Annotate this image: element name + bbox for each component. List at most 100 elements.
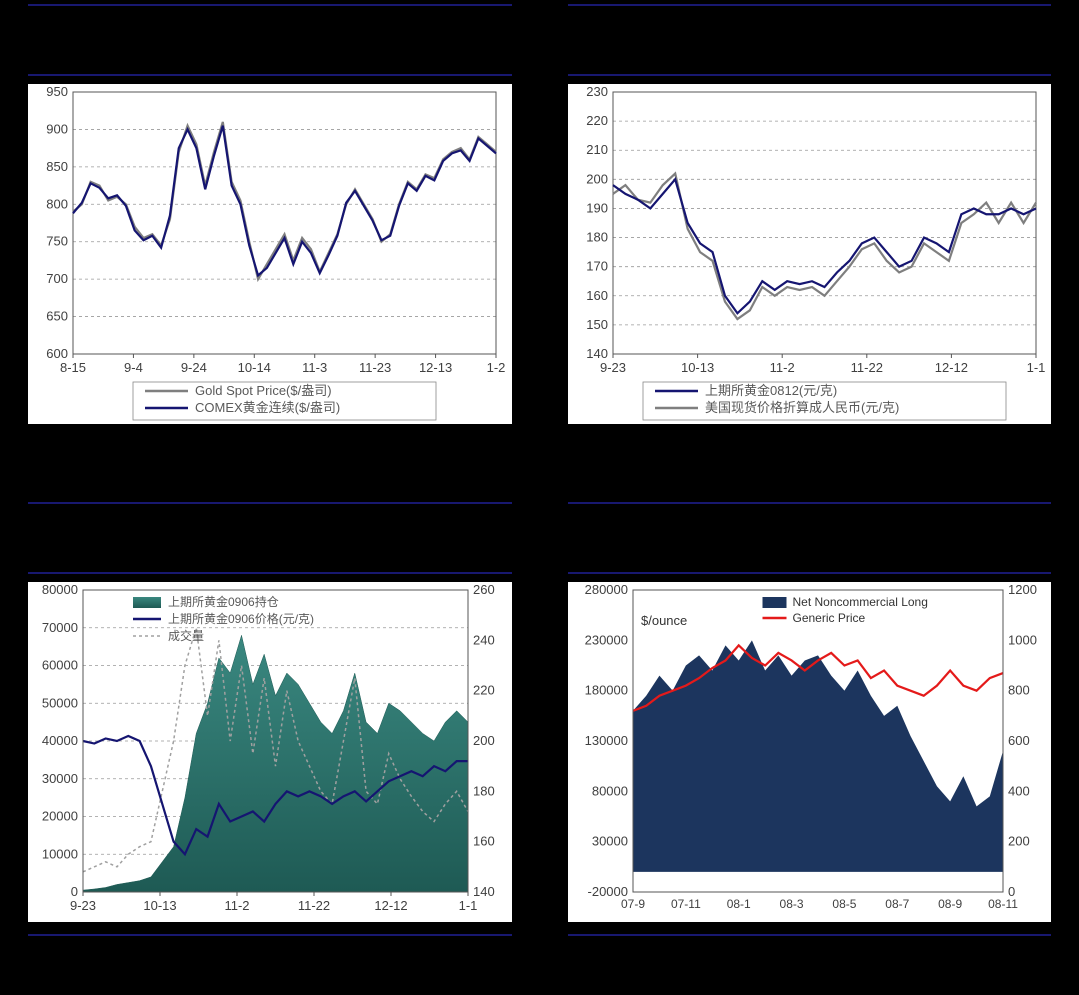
svg-text:08-7: 08-7 xyxy=(885,897,909,911)
svg-text:750: 750 xyxy=(46,234,68,249)
divider xyxy=(28,4,512,6)
svg-text:60000: 60000 xyxy=(42,657,78,672)
svg-text:08-9: 08-9 xyxy=(938,897,962,911)
chart-shfe-vs-usd: 1401501601701801902002102202309-2310-131… xyxy=(568,84,1052,424)
chart-grid: 600 650 700 750 800 850 900 950 8-15 9-4 9-24 10-14… xyxy=(0,0,1079,995)
svg-text:80000: 80000 xyxy=(591,783,627,798)
title-area xyxy=(548,10,1072,70)
svg-text:1000: 1000 xyxy=(1008,632,1037,647)
svg-text:130000: 130000 xyxy=(584,733,627,748)
chart-cftc-positions: -200003000080000130000180000230000280000… xyxy=(568,582,1052,922)
svg-text:200: 200 xyxy=(1008,833,1030,848)
svg-text:850: 850 xyxy=(46,159,68,174)
svg-text:08-3: 08-3 xyxy=(779,897,803,911)
svg-text:140: 140 xyxy=(586,346,608,361)
svg-text:美国现货价格折算成人民币(元/克): 美国现货价格折算成人民币(元/克) xyxy=(705,400,899,415)
svg-text:$/ounce: $/ounce xyxy=(641,613,687,628)
divider xyxy=(568,502,1052,504)
title-area xyxy=(8,508,532,568)
svg-text:08-11: 08-11 xyxy=(988,897,1018,911)
chart-gold-spot-comex: 600 650 700 750 800 850 900 950 8-15 9-4 9-24 10-14… xyxy=(28,84,512,424)
svg-text:230: 230 xyxy=(586,84,608,99)
svg-text:10000: 10000 xyxy=(42,846,78,861)
divider xyxy=(28,502,512,504)
svg-text:成交量: 成交量 xyxy=(168,628,204,643)
svg-text:10-13: 10-13 xyxy=(143,898,176,913)
divider xyxy=(568,74,1052,76)
svg-text:200: 200 xyxy=(586,171,608,186)
svg-text:50000: 50000 xyxy=(42,695,78,710)
svg-text:07-11: 07-11 xyxy=(670,897,700,911)
svg-text:400: 400 xyxy=(1008,783,1030,798)
svg-text:650: 650 xyxy=(46,309,68,324)
svg-text:180000: 180000 xyxy=(584,682,627,697)
panel-bottom-right: -200003000080000130000180000230000280000… xyxy=(540,498,1079,995)
svg-text:08-5: 08-5 xyxy=(832,897,856,911)
chart-shfe-0906: 0 10000 20000 30000 40000 50000 60000 70000 8000… xyxy=(28,582,512,922)
svg-text:10-14: 10-14 xyxy=(238,360,271,375)
svg-text:240: 240 xyxy=(473,632,495,647)
svg-text:700: 700 xyxy=(46,271,68,286)
svg-text:10-13: 10-13 xyxy=(680,360,713,375)
divider xyxy=(568,4,1052,6)
svg-text:9-23: 9-23 xyxy=(70,898,96,913)
svg-text:800: 800 xyxy=(1008,682,1030,697)
svg-text:1-2: 1-2 xyxy=(487,360,506,375)
svg-text:220: 220 xyxy=(473,682,495,697)
svg-text:上期所黄金0906价格(元/克): 上期所黄金0906价格(元/克) xyxy=(168,611,314,626)
divider xyxy=(28,74,512,76)
panel-top-right: 1401501601701801902002102202309-2310-131… xyxy=(540,0,1079,498)
svg-text:800: 800 xyxy=(46,196,68,211)
svg-text:8-15: 8-15 xyxy=(60,360,86,375)
svg-text:Generic Price: Generic Price xyxy=(792,611,865,625)
svg-text:180: 180 xyxy=(473,783,495,798)
svg-text:1200: 1200 xyxy=(1008,582,1037,597)
svg-text:11-22: 11-22 xyxy=(850,360,882,375)
svg-text:160: 160 xyxy=(473,833,495,848)
svg-text:1-1: 1-1 xyxy=(1026,360,1045,375)
svg-text:07-9: 07-9 xyxy=(620,897,644,911)
divider xyxy=(28,934,512,936)
svg-text:150: 150 xyxy=(586,317,608,332)
svg-text:12-12: 12-12 xyxy=(374,898,407,913)
svg-text:11-22: 11-22 xyxy=(298,898,330,913)
svg-text:260: 260 xyxy=(473,582,495,597)
svg-text:280000: 280000 xyxy=(584,582,627,597)
svg-text:上期所黄金0906持仓: 上期所黄金0906持仓 xyxy=(168,594,279,609)
svg-text:11-3: 11-3 xyxy=(302,360,327,375)
svg-text:200: 200 xyxy=(473,733,495,748)
svg-text:9-24: 9-24 xyxy=(181,360,207,375)
svg-text:70000: 70000 xyxy=(42,619,78,634)
divider xyxy=(28,572,512,574)
svg-text:210: 210 xyxy=(586,142,608,157)
svg-text:170: 170 xyxy=(586,259,608,274)
svg-text:600: 600 xyxy=(1008,733,1030,748)
svg-text:0: 0 xyxy=(71,884,78,899)
svg-text:20000: 20000 xyxy=(42,808,78,823)
svg-text:30000: 30000 xyxy=(591,833,627,848)
svg-text:900: 900 xyxy=(46,121,68,136)
svg-text:30000: 30000 xyxy=(42,770,78,785)
svg-text:08-1: 08-1 xyxy=(726,897,750,911)
svg-text:9-4: 9-4 xyxy=(124,360,143,375)
svg-text:11-23: 11-23 xyxy=(359,360,391,375)
svg-text:80000: 80000 xyxy=(42,582,78,597)
svg-text:12-12: 12-12 xyxy=(934,360,967,375)
svg-text:9-23: 9-23 xyxy=(599,360,625,375)
svg-text:600: 600 xyxy=(46,346,68,361)
svg-text:40000: 40000 xyxy=(42,733,78,748)
divider xyxy=(568,572,1052,574)
panel-top-left: 600 650 700 750 800 850 900 950 8-15 9-4 9-24 10-14… xyxy=(0,0,540,498)
svg-text:11-2: 11-2 xyxy=(769,360,794,375)
svg-text:COMEX黄金连续($/盎司): COMEX黄金连续($/盎司) xyxy=(195,400,340,415)
svg-text:220: 220 xyxy=(586,113,608,128)
svg-text:1-1: 1-1 xyxy=(459,898,478,913)
svg-text:190: 190 xyxy=(586,200,608,215)
svg-text:140: 140 xyxy=(473,884,495,899)
svg-text:180: 180 xyxy=(586,230,608,245)
svg-text:230000: 230000 xyxy=(584,632,627,647)
panel-bottom-left: 0 10000 20000 30000 40000 50000 60000 70000 8000… xyxy=(0,498,540,995)
divider xyxy=(568,934,1052,936)
svg-text:950: 950 xyxy=(46,84,68,99)
svg-text:12-13: 12-13 xyxy=(419,360,452,375)
